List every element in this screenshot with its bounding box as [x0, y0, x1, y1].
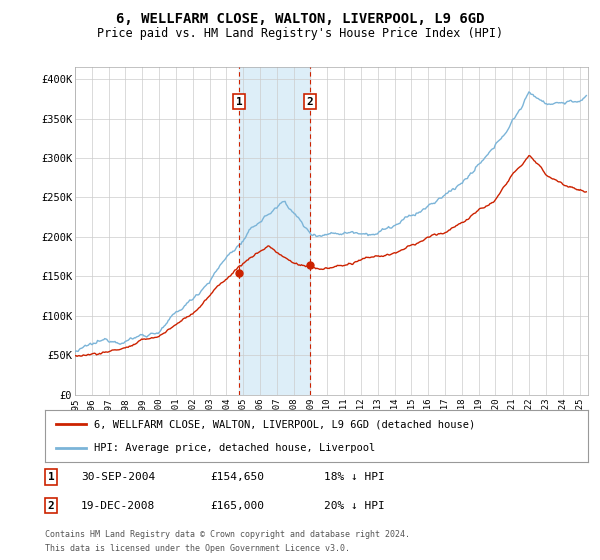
Text: This data is licensed under the Open Government Licence v3.0.: This data is licensed under the Open Gov… [45, 544, 350, 553]
Bar [239, 67, 310, 395]
Text: 1: 1 [236, 96, 242, 106]
Text: 2: 2 [307, 96, 313, 106]
Text: 19-DEC-2008: 19-DEC-2008 [81, 501, 155, 511]
Text: HPI: Average price, detached house, Liverpool: HPI: Average price, detached house, Live… [94, 443, 375, 453]
Text: 18% ↓ HPI: 18% ↓ HPI [324, 472, 385, 482]
Text: Price paid vs. HM Land Registry's House Price Index (HPI): Price paid vs. HM Land Registry's House … [97, 27, 503, 40]
Text: 20% ↓ HPI: 20% ↓ HPI [324, 501, 385, 511]
Text: 6, WELLFARM CLOSE, WALTON, LIVERPOOL, L9 6GD (detached house): 6, WELLFARM CLOSE, WALTON, LIVERPOOL, L9… [94, 419, 475, 430]
Text: 2: 2 [47, 501, 55, 511]
Text: £165,000: £165,000 [210, 501, 264, 511]
Text: 6, WELLFARM CLOSE, WALTON, LIVERPOOL, L9 6GD: 6, WELLFARM CLOSE, WALTON, LIVERPOOL, L9… [116, 12, 484, 26]
Text: £154,650: £154,650 [210, 472, 264, 482]
Text: Contains HM Land Registry data © Crown copyright and database right 2024.: Contains HM Land Registry data © Crown c… [45, 530, 410, 539]
Text: 1: 1 [47, 472, 55, 482]
Text: 30-SEP-2004: 30-SEP-2004 [81, 472, 155, 482]
